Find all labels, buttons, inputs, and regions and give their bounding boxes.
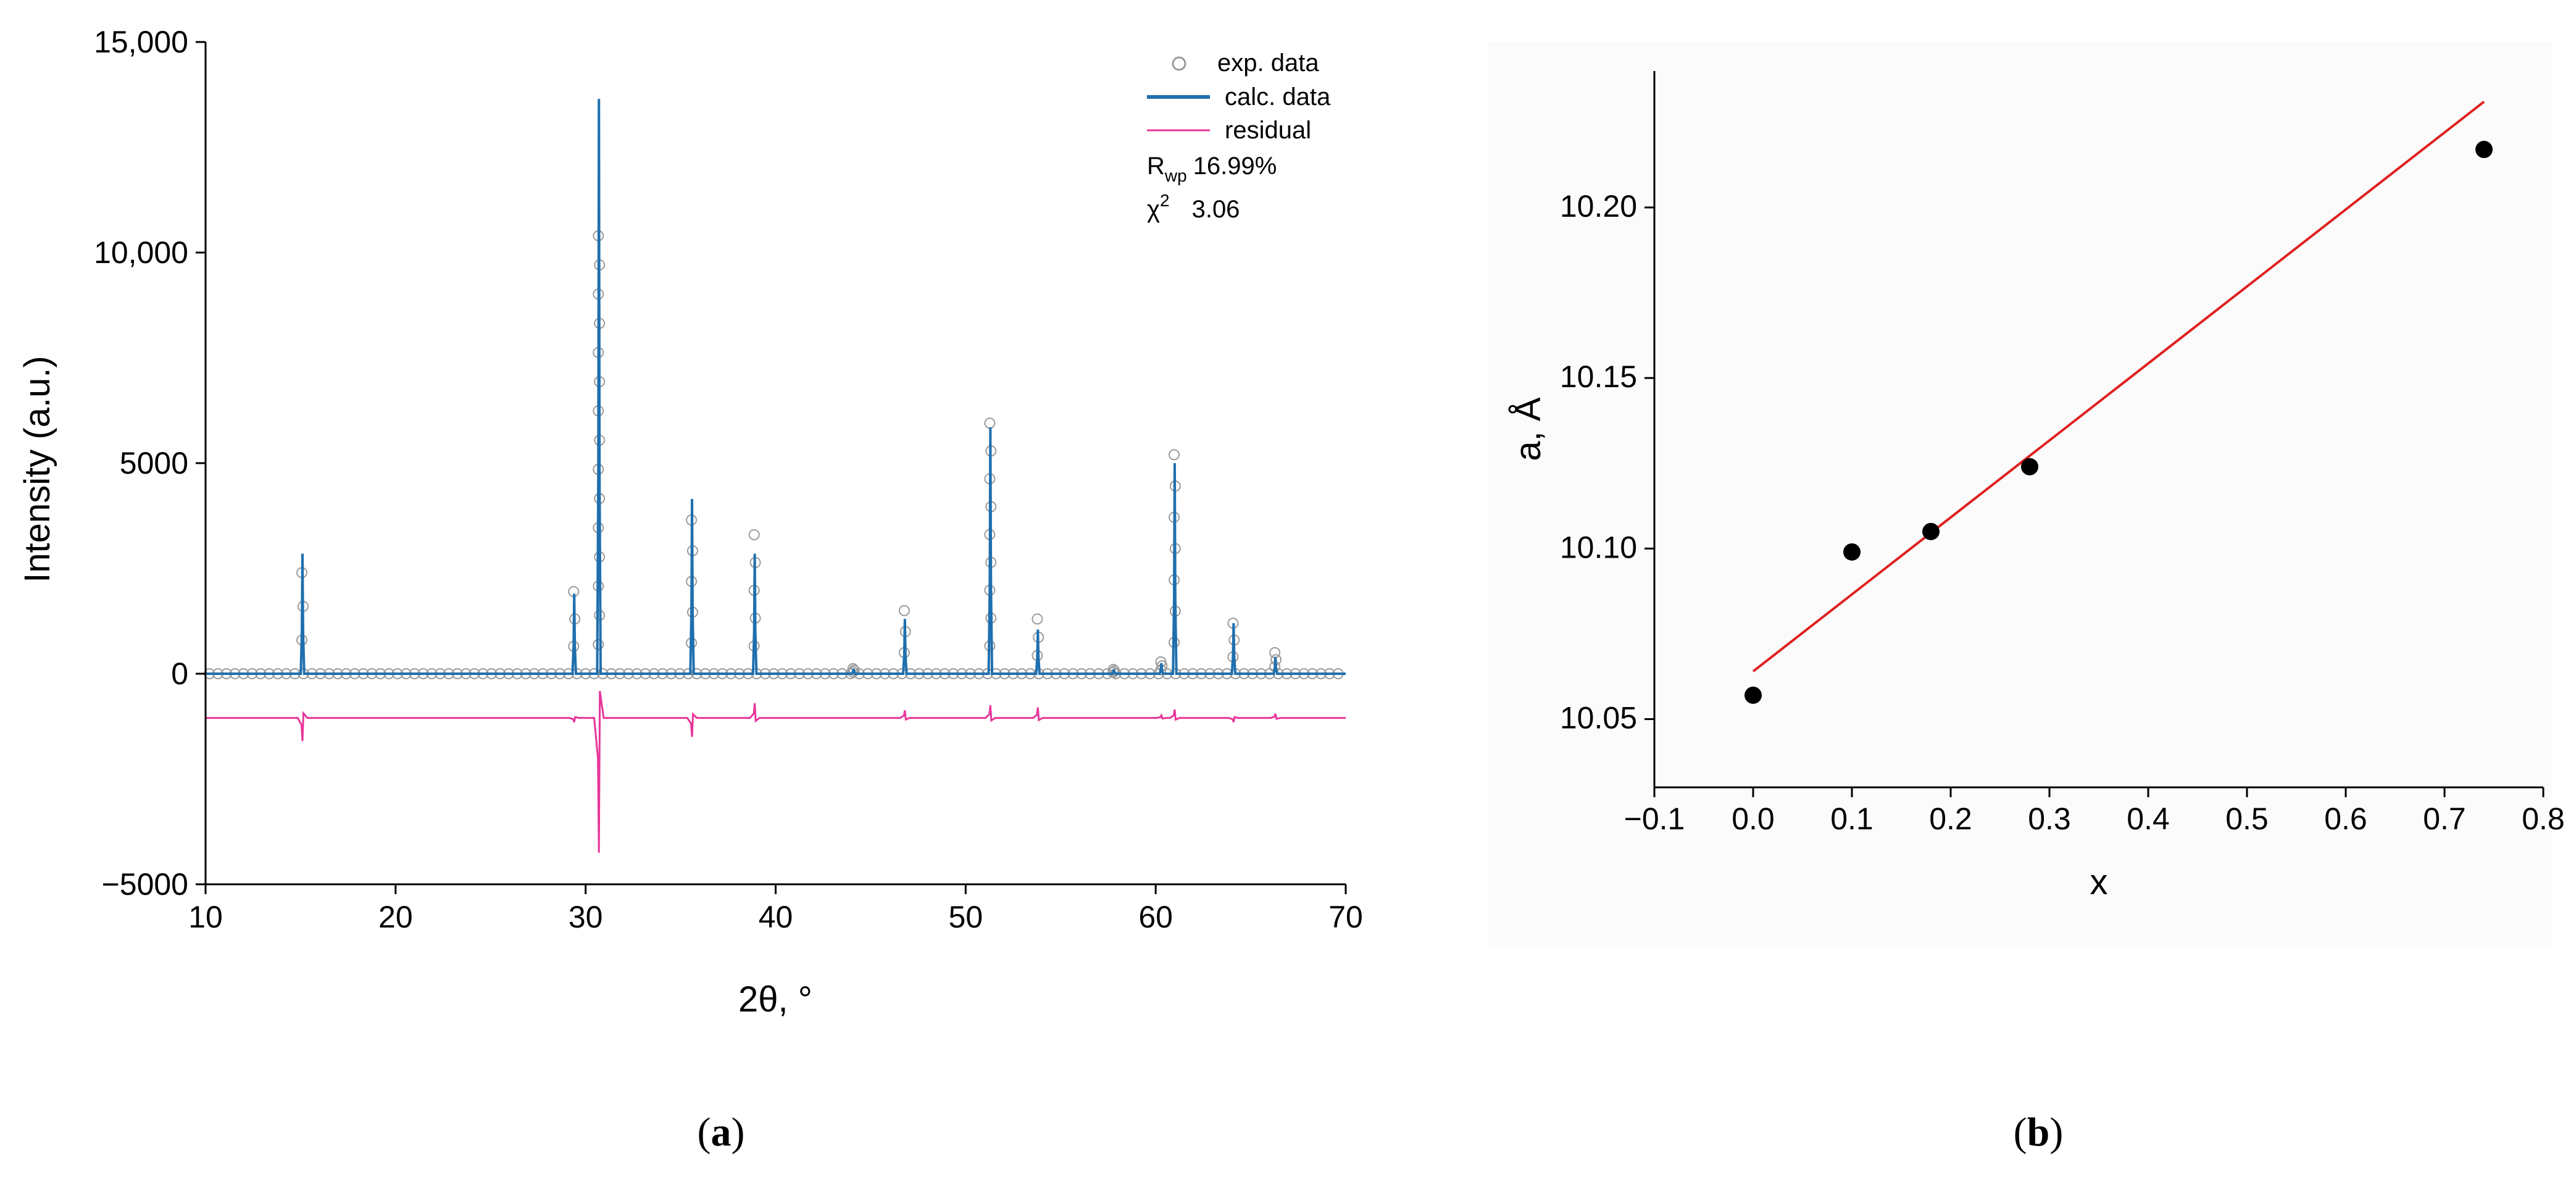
panel-a-x-axis-label: 2θ, ° <box>738 979 812 1020</box>
legend-exp-label: exp. data <box>1217 49 1319 77</box>
panel-b-y-axis-label: a, Å <box>1508 397 1548 461</box>
legend-rwp: Rwp 16.99% <box>1147 153 1277 185</box>
legend-chi2-symbol: χ <box>1147 196 1160 223</box>
x-tick-label: 20 <box>378 900 413 934</box>
legend-rwp-sub: wp <box>1164 166 1187 185</box>
exp-data-point <box>1269 647 1281 658</box>
exp-data-point <box>1032 613 1043 625</box>
panel-b-chart: −0.1 0.0 0.1 0.2 0.3 0.4 0.5 0.6 0.7 0.8 10.0510.… <box>1488 42 2565 1155</box>
panel-a-chart: 10 20 30 40 50 60 70 −5000 0 5000 10,000 15,000 2θ… <box>17 25 1363 1155</box>
calc-data-series-line <box>206 99 1346 675</box>
exp-data-point <box>1169 449 1180 461</box>
x-tick-label: 10 <box>188 900 223 934</box>
x-tick-label: 40 <box>759 900 793 934</box>
x-tick-label: 0.3 <box>2028 802 2071 836</box>
exp-data-point <box>898 605 910 616</box>
exp-data-point <box>848 664 860 676</box>
y-tick-label: 10.05 <box>1560 701 1637 735</box>
y-tick-label: 10,000 <box>94 235 188 270</box>
legend-chi2: χ2 3.06 <box>1147 191 1240 223</box>
exp-data-point <box>847 666 859 678</box>
residual-series-line <box>206 690 1346 853</box>
x-tick-label: 0.5 <box>2225 802 2269 836</box>
data-point <box>1744 686 1762 704</box>
exp-data-point <box>984 417 996 429</box>
x-tick-label: 0.7 <box>2423 802 2466 836</box>
x-tick-label: 0.2 <box>1929 802 1972 836</box>
panel-b-label: (b) <box>2014 1110 2064 1155</box>
x-tick-label: −0.1 <box>1624 802 1685 836</box>
x-tick-label: 0.6 <box>2324 802 2367 836</box>
x-tick-label: 0.4 <box>2127 802 2170 836</box>
data-point <box>1843 543 1861 561</box>
legend-exp-marker-icon <box>1172 56 1186 71</box>
y-tick-label: 15,000 <box>94 25 188 59</box>
exp-data-point <box>1107 666 1119 678</box>
y-tick-label: 10.15 <box>1560 359 1637 394</box>
exp-data-point <box>1107 664 1119 676</box>
panel-a-y-ticks: −5000 0 5000 10,000 15,000 <box>94 25 206 902</box>
x-tick-label: 30 <box>569 900 603 934</box>
fit-line <box>1752 101 2485 672</box>
data-point <box>2021 458 2038 475</box>
legend-calc-label: calc. data <box>1225 83 1331 111</box>
x-tick-label: 70 <box>1328 900 1363 934</box>
x-tick-label: 0.1 <box>1830 802 1874 836</box>
x-tick-label: 0.8 <box>2522 802 2565 836</box>
panel-b-x-axis-label: x <box>2090 862 2108 902</box>
x-tick-label: 60 <box>1138 900 1173 934</box>
exp-data-point <box>1109 665 1120 677</box>
panel-b-y-ticks: 10.05 10.10 10.15 10.20 <box>1560 189 1654 735</box>
legend-rwp-symbol: R <box>1147 153 1165 180</box>
panel-a-legend: exp. data calc. data residual Rwp 16.99% … <box>1147 49 1331 223</box>
x-tick-label: 0.0 <box>1732 802 1775 836</box>
panel-a-marks <box>204 99 1346 853</box>
legend-residual-label: residual <box>1225 117 1311 144</box>
data-point <box>1922 522 1940 540</box>
panel-b-marks <box>1744 101 2493 704</box>
panel-a-x-ticks: 10 20 30 40 50 60 70 <box>188 884 1363 934</box>
exp-data-point <box>748 529 760 540</box>
data-point <box>2475 141 2493 159</box>
x-tick-label: 50 <box>949 900 983 934</box>
panel-a-y-axis-label: Intensity (a.u.) <box>17 356 57 582</box>
panel-b-background <box>1488 42 2553 947</box>
legend-chi2-sup: 2 <box>1160 191 1170 210</box>
legend-rwp-value: 16.99% <box>1193 153 1277 180</box>
y-tick-label: 10.20 <box>1560 189 1637 224</box>
y-tick-label: 10.10 <box>1560 530 1637 564</box>
exp-data-series <box>204 230 1344 679</box>
legend-chi2-value: 3.06 <box>1192 196 1240 223</box>
y-tick-label: 0 <box>171 656 188 691</box>
panel-a-label: (a) <box>698 1110 745 1155</box>
panel-b-x-ticks: −0.1 0.0 0.1 0.2 0.3 0.4 0.5 0.6 0.7 0.8 <box>1624 787 2565 836</box>
y-tick-label: −5000 <box>102 867 188 902</box>
y-tick-label: 5000 <box>120 446 188 480</box>
